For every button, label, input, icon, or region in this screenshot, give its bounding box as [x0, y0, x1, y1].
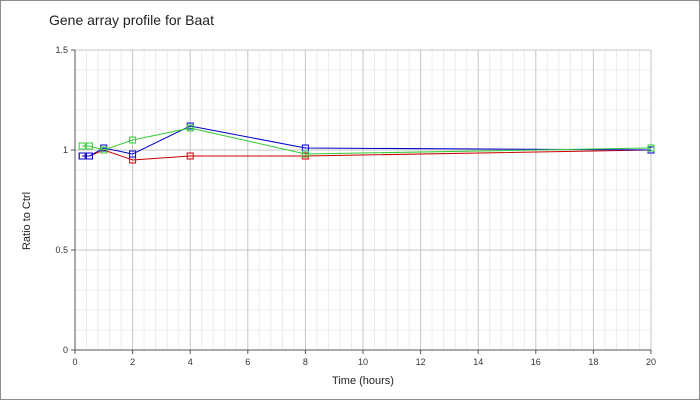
data-point-marker[interactable] — [647, 144, 655, 152]
y-tick-label: 0 — [63, 345, 68, 355]
x-tick-label: 0 — [72, 357, 77, 367]
tick-labels: 0 2 4 6 8 10 12 14 16 18 20 0 0.5 1 1.5 — [55, 45, 656, 367]
x-tick-label: 10 — [358, 357, 368, 367]
data-point-marker[interactable] — [85, 142, 93, 150]
x-tick-label: 8 — [303, 357, 308, 367]
x-axis-label: Time (hours) — [332, 375, 394, 387]
series-line[interactable] — [82, 127, 652, 155]
data-point-marker[interactable] — [301, 150, 309, 158]
x-tick-label: 2 — [130, 357, 135, 367]
data-point-marker[interactable] — [78, 152, 86, 160]
x-tick-label: 18 — [588, 357, 598, 367]
x-tick-label: 14 — [473, 357, 483, 367]
data-point-marker[interactable] — [186, 124, 194, 132]
x-tick-label: 20 — [646, 357, 656, 367]
data-point-marker[interactable] — [78, 142, 86, 150]
x-tick-label: 6 — [245, 357, 250, 367]
y-tick-label: 1 — [63, 145, 68, 155]
data-point-marker[interactable] — [186, 152, 194, 160]
axes — [71, 49, 652, 354]
data-point-marker[interactable] — [100, 146, 108, 154]
data-point-marker[interactable] — [85, 152, 93, 160]
series-line[interactable] — [82, 125, 652, 157]
series-layer[interactable] — [78, 122, 655, 164]
x-tick-label: 12 — [416, 357, 426, 367]
chart-title: Gene array profile for Baat — [49, 12, 214, 28]
y-tick-label: 1.5 — [55, 45, 68, 55]
data-point-marker[interactable] — [129, 136, 137, 144]
data-point-marker[interactable] — [129, 150, 137, 158]
y-tick-label: 0.5 — [55, 245, 68, 255]
series-3[interactable] — [78, 124, 655, 158]
x-tick-label: 16 — [531, 357, 541, 367]
x-tick-label: 4 — [188, 357, 193, 367]
